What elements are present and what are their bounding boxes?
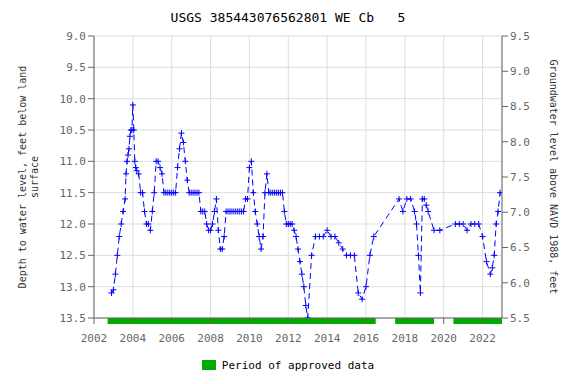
svg-text:6.0: 6.0 xyxy=(510,277,530,290)
svg-text:2022: 2022 xyxy=(469,332,496,345)
svg-text:7.5: 7.5 xyxy=(510,171,530,184)
svg-text:9.0: 9.0 xyxy=(510,65,530,78)
svg-text:9.5: 9.5 xyxy=(510,30,530,43)
html-text:USGS 385443076562801 WE Cb 5: USGS 385443076562801 WE Cb 5 xyxy=(170,10,406,25)
svg-text:9.0: 9.0 xyxy=(66,30,86,43)
svg-text:2008: 2008 xyxy=(197,332,224,345)
svg-text:2004: 2004 xyxy=(120,332,147,345)
svg-text:2014: 2014 xyxy=(314,332,341,345)
svg-text:7.0: 7.0 xyxy=(510,206,530,219)
svg-text:Groundwater level above NAVD 1: Groundwater level above NAVD 1988, feet xyxy=(548,60,559,295)
svg-text:2010: 2010 xyxy=(236,332,263,345)
svg-text:9.5: 9.5 xyxy=(66,61,86,74)
svg-text:Depth to water level, feet bel: Depth to water level, feet below landsur… xyxy=(17,66,40,289)
svg-text:11.5: 11.5 xyxy=(60,187,87,200)
svg-text:13.0: 13.0 xyxy=(60,281,87,294)
svg-text:12.0: 12.0 xyxy=(60,218,87,231)
svg-text:10.5: 10.5 xyxy=(60,124,87,137)
svg-text:8.0: 8.0 xyxy=(510,136,530,149)
svg-text:2002: 2002 xyxy=(81,332,108,345)
svg-text:2012: 2012 xyxy=(275,332,302,345)
svg-text:12.5: 12.5 xyxy=(60,249,87,262)
svg-text:2006: 2006 xyxy=(158,332,185,345)
svg-text:5.5: 5.5 xyxy=(510,312,530,325)
svg-text:2018: 2018 xyxy=(392,332,419,345)
svg-text:10.0: 10.0 xyxy=(60,93,87,106)
svg-text:13.5: 13.5 xyxy=(60,312,87,325)
svg-text:8.5: 8.5 xyxy=(510,100,530,113)
svg-text:2020: 2020 xyxy=(430,332,457,345)
html-text:Period of approved data: Period of approved data xyxy=(221,358,375,372)
svg-text:6.5: 6.5 xyxy=(510,241,530,254)
svg-text:11.0: 11.0 xyxy=(60,155,87,168)
svg-text:2016: 2016 xyxy=(353,332,380,345)
